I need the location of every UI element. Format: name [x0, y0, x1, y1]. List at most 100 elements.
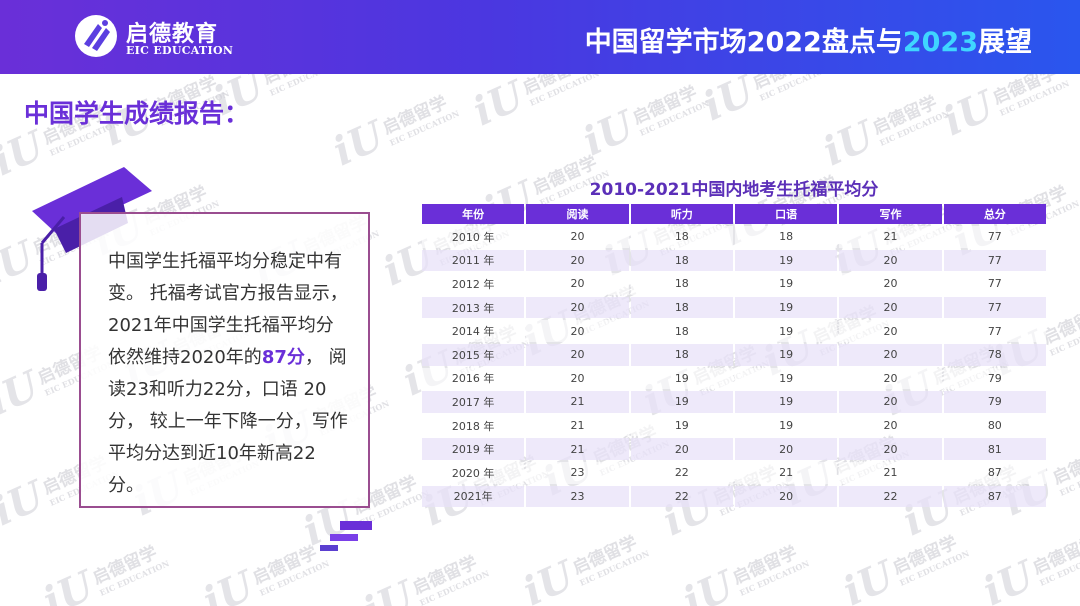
table-header-cell: 总分: [943, 204, 1046, 224]
table-cell: 2019 年: [422, 438, 525, 460]
table-cell: 81: [943, 438, 1046, 460]
table-cell: 2013 年: [422, 296, 525, 319]
toefl-scores-table: 年份 阅读 听力 口语 写作 总分 2010 年 20 18 18 21 77 2011 年…: [420, 202, 1048, 509]
table-cell: 18: [630, 343, 733, 366]
table-row: 2013 年 20 18 19 20 77: [422, 296, 1046, 319]
table-cell: 87: [943, 485, 1046, 508]
table-cell: 23: [526, 485, 629, 508]
brand-name: 启德教育: [126, 22, 219, 47]
header-bar: 启德教育 EIC EDUCATION 中国留学市场2022盘点与2023展望: [0, 0, 1080, 74]
table-header-cell: 阅读: [526, 204, 629, 224]
table-cell: 2012 年: [422, 273, 525, 295]
table-row: 2014 年 20 18 19 20 77: [422, 320, 1046, 342]
table-cell: 18: [630, 226, 733, 248]
table-cell: 22: [630, 461, 733, 484]
summary-box: [79, 212, 370, 508]
table-cell: 20: [734, 485, 838, 508]
table-title: 2010-2021中国内地考生托福平均分: [589, 180, 879, 200]
table-cell: 19: [734, 296, 838, 319]
summary-text-part1: 中国学生托福平均分稳定中有变。 托福考试官方报告显示，2021年中国学生托福平均…: [108, 251, 348, 368]
table-cell: 19: [734, 320, 838, 342]
table-cell: 20: [734, 438, 838, 460]
table-cell: 20: [839, 367, 942, 390]
table-cell: 19: [630, 367, 733, 390]
table-cell: 20: [839, 414, 942, 437]
table-cell: 2018 年: [422, 414, 525, 437]
table-cell: 2010 年: [422, 226, 525, 248]
table-cell: 18: [630, 273, 733, 295]
page-title-prefix: 中国留学市场2022盘点与: [584, 27, 903, 58]
table-cell: 21: [526, 414, 629, 437]
table-cell: 19: [734, 391, 838, 413]
table-cell: 20: [526, 320, 629, 342]
table-header-row: 年份 阅读 听力 口语 写作 总分: [422, 204, 1046, 224]
table-cell: 19: [734, 414, 838, 437]
table-cell: 18: [734, 226, 838, 248]
summary-text-part2: ， 阅读23和听力22分，口语 20分， 较上一年下降一分，写作平均分达到近10…: [108, 347, 348, 496]
table-cell: 20: [839, 273, 942, 295]
table-cell: 20: [839, 296, 942, 319]
table-row: 2016 年 20 19 19 20 79: [422, 367, 1046, 390]
table-row: 2020 年 23 22 21 21 87: [422, 461, 1046, 484]
table-cell: 2017 年: [422, 391, 525, 413]
table-row: 2017 年 21 19 19 20 79: [422, 391, 1046, 413]
table-cell: 21: [526, 438, 629, 460]
page-title-highlight: 2023: [902, 27, 978, 58]
eic-logo-icon: [75, 15, 117, 57]
table-cell: 19: [734, 343, 838, 366]
table-cell: 21: [734, 461, 838, 484]
table-cell: 21: [839, 226, 942, 248]
table-cell: 77: [943, 320, 1046, 342]
decorative-stripes-icon: [320, 521, 372, 551]
table-cell: 20: [839, 391, 942, 413]
table-row: 2019 年 21 20 20 20 81: [422, 438, 1046, 460]
table-cell: 87: [943, 461, 1046, 484]
table-cell: 19: [734, 273, 838, 295]
section-title: 中国学生成绩报告：: [24, 99, 250, 128]
table-cell: 18: [630, 320, 733, 342]
table-cell: 22: [630, 485, 733, 508]
table-header-cell: 写作: [839, 204, 942, 224]
table-cell: 80: [943, 414, 1046, 437]
table-row: 2012 年 20 18 19 20 77: [422, 273, 1046, 295]
table-cell: 2015 年: [422, 343, 525, 366]
table-cell: 78: [943, 343, 1046, 366]
page-title: 中国留学市场2022盘点与2023展望: [585, 20, 1032, 59]
table-cell: 20: [526, 273, 629, 295]
table-cell: 20: [839, 249, 942, 272]
table-cell: 19: [734, 367, 838, 390]
table-row: 2018 年 21 19 19 20 80: [422, 414, 1046, 437]
table-cell: 2021年: [422, 485, 525, 508]
table-row: 2021年 23 22 20 22 87: [422, 485, 1046, 508]
table-cell: 20: [839, 438, 942, 460]
table-cell: 20: [526, 343, 629, 366]
table-row: 2015 年 20 18 19 20 78: [422, 343, 1046, 366]
table-cell: 19: [630, 391, 733, 413]
summary-highlight-score: 87分: [261, 347, 305, 368]
table-cell: 18: [630, 296, 733, 319]
table-cell: 20: [526, 249, 629, 272]
table-cell: 2020 年: [422, 461, 525, 484]
table-cell: 77: [943, 249, 1046, 272]
table-cell: 20: [526, 226, 629, 248]
